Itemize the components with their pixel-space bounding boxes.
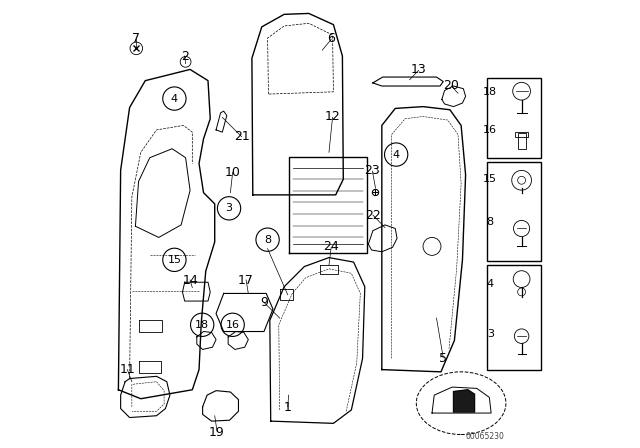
Text: 15: 15: [168, 255, 181, 265]
Text: 21: 21: [234, 130, 250, 143]
Text: 18: 18: [195, 320, 209, 330]
Text: 16: 16: [483, 125, 497, 135]
Text: 20: 20: [444, 78, 460, 92]
Text: 5: 5: [439, 352, 447, 365]
Text: 1: 1: [284, 401, 292, 414]
Text: 14: 14: [182, 273, 198, 287]
Text: 7: 7: [132, 31, 140, 45]
Text: 11: 11: [120, 363, 135, 376]
Bar: [518, 133, 525, 149]
Polygon shape: [454, 390, 475, 412]
Text: 16: 16: [226, 320, 239, 330]
Text: 6: 6: [327, 31, 335, 45]
Text: 24: 24: [323, 240, 339, 253]
Text: 12: 12: [324, 110, 340, 123]
Bar: [486, 265, 541, 370]
Text: 15: 15: [483, 174, 497, 184]
Text: 19: 19: [209, 426, 225, 439]
Text: 4: 4: [392, 150, 400, 159]
Text: 4: 4: [171, 94, 178, 103]
Text: 00065230: 00065230: [465, 432, 504, 441]
Text: 10: 10: [225, 166, 241, 179]
Text: 13: 13: [411, 63, 426, 76]
Text: 8: 8: [264, 235, 271, 245]
Text: 18: 18: [483, 87, 497, 97]
Text: 17: 17: [238, 273, 254, 287]
Bar: [486, 162, 541, 261]
Text: 3: 3: [225, 203, 232, 213]
Bar: [486, 78, 541, 158]
Text: 3: 3: [487, 329, 493, 339]
Bar: [515, 132, 528, 137]
Text: 22: 22: [365, 208, 381, 222]
Text: 2: 2: [180, 49, 189, 63]
Text: 4: 4: [486, 280, 494, 289]
Text: 23: 23: [365, 164, 380, 177]
Text: 8: 8: [486, 217, 494, 227]
Text: 9: 9: [260, 296, 268, 309]
